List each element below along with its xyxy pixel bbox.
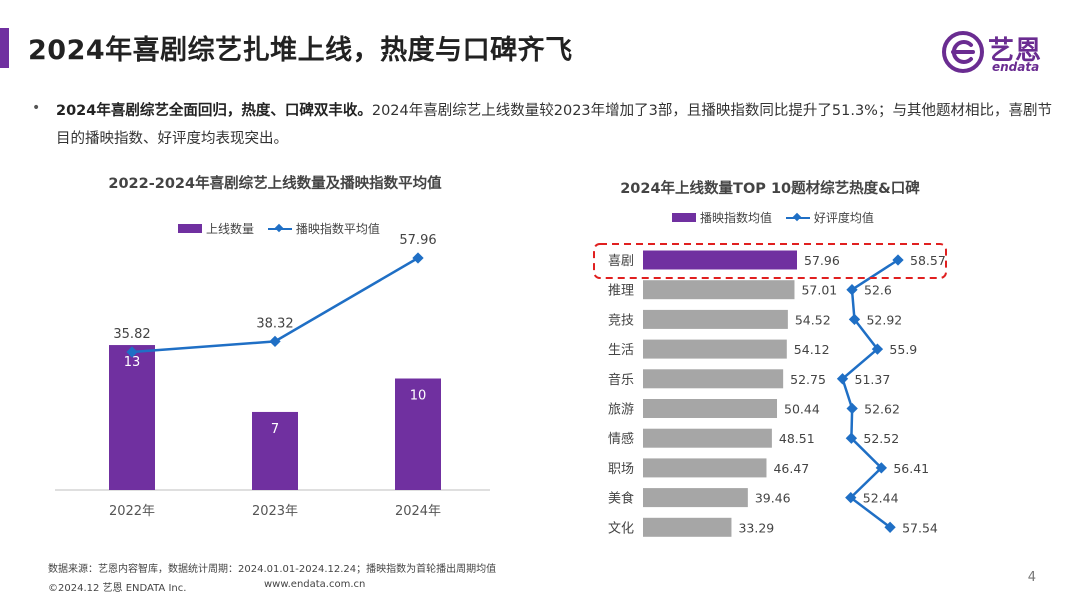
chart1-legend-bar-swatch [178,224,202,233]
chart2-bar [643,488,748,508]
chart2-bar-label: 46.47 [773,461,809,476]
logo-subtitle: endata [992,60,1040,74]
chart1-category-label: 2024年 [395,504,441,519]
page-title: 2024年喜剧综艺扎堆上线，热度与口碑齐飞 [28,35,573,66]
chart2-highlight-box [593,243,947,279]
chart1-bar-label: 10 [410,389,427,404]
chart2-line-point [871,343,884,355]
chart2-bar [643,458,767,478]
chart2-bar [643,280,795,300]
chart2-line-label: 56.41 [893,461,929,476]
chart2-bar-label: 54.52 [795,312,831,327]
chart2-bar-label: 57.96 [804,253,840,268]
chart1-legend-bar-label: 上线数量 [206,222,255,236]
chart1-title: 2022-2024年喜剧综艺上线数量及播映指数平均值 [108,176,442,192]
chart1-legend: 上线数量 播映指数平均值 [178,220,380,237]
endata-logo-mark-icon [942,31,984,73]
chart2-bar-label: 48.51 [779,431,815,446]
chart2-bar-label: 33.29 [738,520,774,535]
chart2-bar [643,250,797,270]
bullet-dot: • [32,100,41,116]
chart2-line-label: 55.9 [889,342,917,357]
chart2-bar-label: 52.75 [790,372,826,387]
chart1-legend-line-label: 播映指数平均值 [295,222,380,236]
chart2-category-label: 推理 [608,284,634,299]
title-accent-bar [0,28,9,68]
chart1-line-label: 35.82 [113,327,150,342]
page-number: 4 [1027,570,1036,585]
chart2-legend-bar-label: 播映指数均值 [700,211,773,225]
chart1-bar-label: 7 [271,422,279,437]
summary-paragraph: 2024年喜剧综艺全面回归，热度、口碑双丰收。2024年喜剧综艺上线数量较202… [56,97,1056,153]
chart2-line-point [892,254,904,266]
chart2-line-point [836,373,849,385]
chart2-line-label: 52.92 [866,312,902,327]
chart2-bar-label: 39.46 [755,491,791,506]
chart2-line-label: 52.62 [864,402,900,417]
chart2-bar [643,399,778,418]
footer-copyright: ©2024.12 艺恩 ENDATA Inc. [48,583,187,594]
chart1-bar [252,411,298,490]
chart2-category-label: 职场 [608,462,634,477]
chart2-category-label: 美食 [608,491,634,507]
chart2-series-line [841,258,899,529]
chart1-line-point [269,335,281,348]
chart2-bar-label: 54.12 [794,342,830,357]
chart2-category-label: 情感 [608,431,634,447]
chart2-bar [643,517,732,537]
summary-bold: 2024年喜剧综艺全面回归，热度、口碑双丰收。 [56,103,372,119]
chart2-line-point [845,491,857,504]
chart2-line-point [848,313,861,326]
footer-source: 数据来源：艺恩内容智库，数据统计周期：2024.01.01-2024.12.24… [48,564,497,575]
chart2-line-point [846,284,858,296]
chart1-bar [395,378,441,490]
chart2-line-label: 52.44 [863,491,899,506]
summary-text: 2024年喜剧综艺上线数量较2023年增加了3部，且播映指数同比提升了51.3%… [56,103,1052,147]
chart2-category-label: 生活 [608,343,634,358]
chart2-line-label: 52.52 [863,431,899,446]
chart2-line-label: 58.57 [910,253,946,268]
chart2-category-label: 旅游 [608,403,634,418]
chart2-bar [643,309,788,329]
chart2-line-label: 51.37 [855,372,891,387]
chart2-title: 2024年上线数量TOP 10题材综艺热度&口碑 [620,181,920,197]
chart2-bar-label: 57.01 [801,283,837,298]
chart1-line-label: 38.32 [256,316,293,331]
chart2-line-point [875,462,888,474]
chart2-line-point [845,432,858,444]
chart2-legend-line-label: 好评度均值 [813,211,874,225]
chart2-line-point [846,402,858,415]
chart2-line-label: 57.54 [902,520,938,535]
chart2-bar [643,428,772,448]
chart2-category-label: 文化 [608,521,634,536]
chart1-bar [109,345,155,490]
chart1-category-label: 2022年 [109,504,155,519]
chart2-legend: 播映指数均值 好评度均值 [672,209,874,226]
chart2-line-point [884,521,896,533]
endata-logo: 艺恩 endata [940,28,1050,78]
chart2-line-label: 52.6 [864,283,892,298]
chart2-legend-bar-swatch [672,213,696,222]
chart1-line-label: 57.96 [399,233,436,248]
chart2-bar [643,369,784,389]
chart2-category-label: 音乐 [608,372,634,388]
logo-name: 艺恩 [988,36,1043,66]
chart2-legend-line-swatch [785,212,810,221]
chart1-category-label: 2023年 [252,504,298,519]
footer-url[interactable]: www.endata.com.cn [264,579,366,590]
chart2-category-label: 喜剧 [608,254,634,269]
chart1-line-point [412,252,424,264]
chart1-legend-line-swatch [267,223,292,232]
chart2-category-label: 竞技 [608,312,634,328]
chart1-bar-label: 13 [124,355,141,370]
chart2-bar-label: 50.44 [784,402,820,417]
chart2-bar [643,339,787,359]
